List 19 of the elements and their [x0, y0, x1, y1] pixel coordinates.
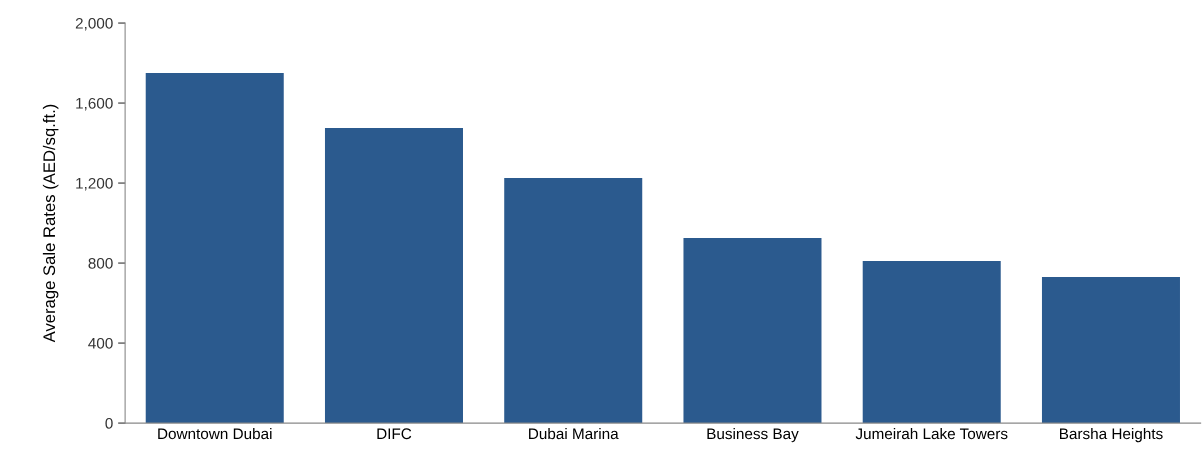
x-tick-label: Barsha Heights	[1060, 427, 1163, 443]
bar	[324, 128, 463, 424]
bar	[504, 178, 643, 424]
bar	[862, 261, 1001, 424]
y-tick-label: 0	[105, 417, 113, 429]
x-tick-label: DIFC	[377, 428, 412, 440]
y-tick-label: 400	[88, 337, 113, 349]
y-tick-label: 1,200	[76, 177, 113, 191]
y-tick-label: 1,600	[76, 97, 113, 111]
bar	[683, 238, 822, 424]
bar	[145, 73, 284, 424]
x-tick-label: Jumeirah Lake Towers	[855, 427, 1008, 440]
x-tick-label: Dubai Marina	[529, 427, 619, 440]
y-tick-label: 2,000	[75, 17, 113, 31]
y-axis-title: Average Sale Rates (AED/sq.ft.)	[42, 104, 59, 343]
x-tick-label: Downtown Dubai	[158, 427, 272, 440]
y-tick-label: 800	[88, 257, 113, 269]
bar	[1041, 277, 1180, 424]
x-tick-label: Business Bay	[707, 427, 799, 443]
